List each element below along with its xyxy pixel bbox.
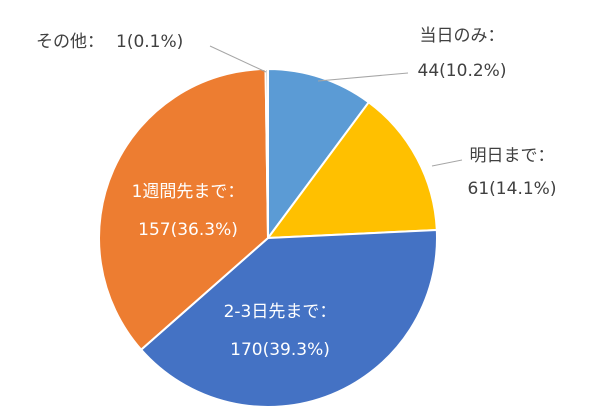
category-label: 明日まで：: [470, 146, 555, 166]
pie-slice: [267, 67, 371, 242]
pie-slice: [265, 100, 438, 240]
value-label: 44(10.2%): [418, 61, 507, 81]
leader-line: [209, 45, 267, 73]
value-label: 61(14.1%): [468, 179, 557, 199]
category-label: その他：: [36, 32, 104, 52]
value-label: 157(36.3%): [138, 220, 238, 240]
value-label: 1(0.1%): [116, 32, 183, 52]
leader-line: [317, 72, 409, 82]
category-label: 当日のみ：: [420, 26, 505, 46]
category-label: 1週間先まで：: [132, 182, 245, 202]
category-label: 2-3日先まで：: [224, 302, 337, 322]
pie-slice: [264, 67, 269, 239]
value-label: 170(39.3%): [230, 340, 330, 360]
pie-slice: [98, 68, 270, 352]
pie-slice: [139, 228, 438, 408]
leader-line: [431, 159, 463, 167]
